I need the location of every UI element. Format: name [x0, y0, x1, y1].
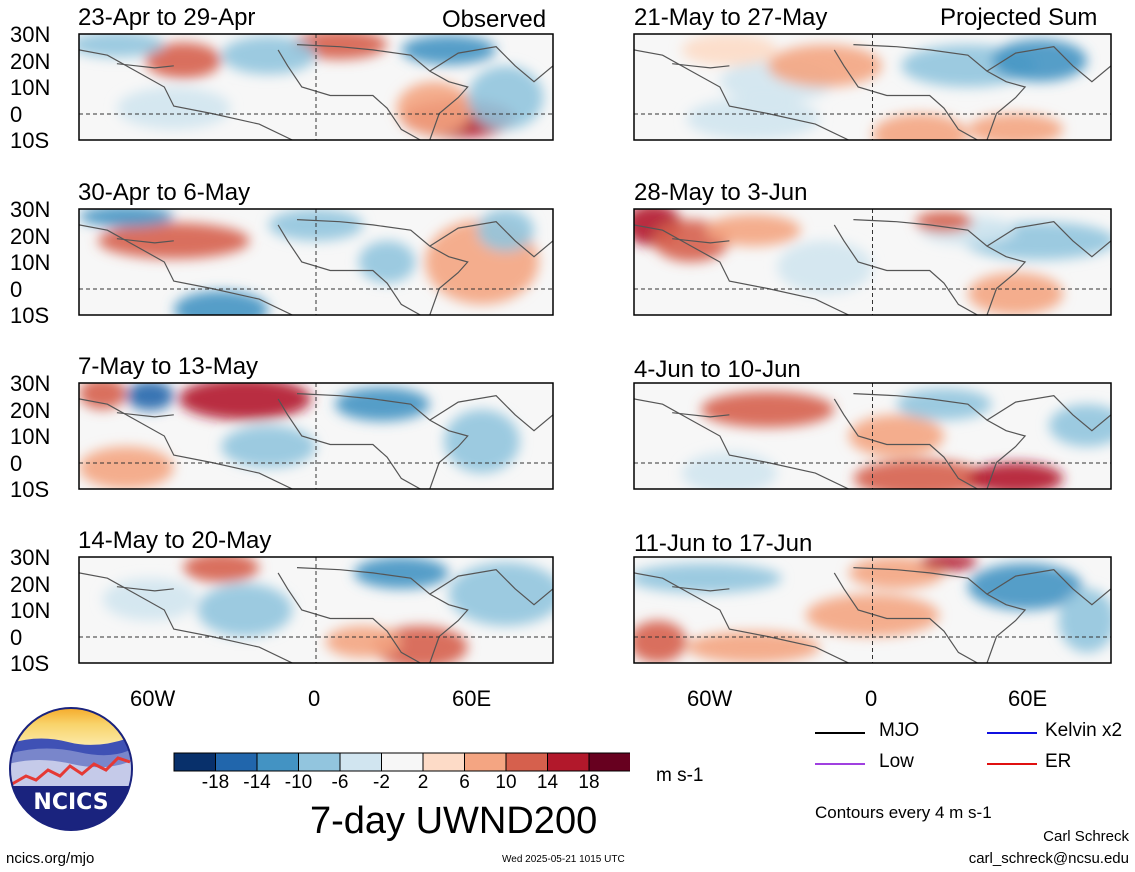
legend-line-low: [815, 763, 865, 765]
legend-label-mjo: MJO: [879, 720, 920, 741]
footer-url[interactable]: ncics.org/mjo: [6, 850, 95, 867]
map-frame: [633, 33, 1112, 141]
colorbar-label: 6: [459, 772, 470, 793]
lat-label: 20N: [10, 398, 51, 423]
lat-label: 10N: [10, 424, 51, 449]
colorbar-swatch: [381, 752, 424, 772]
map-panel: [634, 34, 1111, 140]
map-frame: [633, 382, 1112, 490]
main-title: 7-day UWND200: [310, 800, 598, 842]
panel-title-projected-3: 4-Jun to 10-Jun: [634, 356, 801, 383]
map-frame: [78, 33, 554, 141]
footer-timestamp: Wed 2025-05-21 1015 UTC: [502, 854, 625, 865]
legend-line-kelvin: [987, 732, 1037, 734]
panel-title-projected-4: 11-Jun to 17-Jun: [634, 530, 813, 557]
map-panel: [79, 34, 553, 140]
lon-label-0-left: 0: [308, 686, 321, 711]
map-frame: [633, 208, 1112, 316]
map-panel: [634, 383, 1111, 489]
lon-label-0-right: 0: [865, 686, 878, 711]
colorbar-swatch: [547, 752, 590, 772]
map-frame: [78, 382, 554, 490]
panel-title-projected-2: 28-May to 3-Jun: [634, 179, 808, 206]
map-panel: [79, 383, 553, 489]
colorbar-swatch: [215, 752, 258, 772]
lat-label: 30N: [10, 22, 51, 47]
panel-title-observed-3: 7-May to 13-May: [78, 353, 259, 380]
panel-title-observed-4: 14-May to 20-May: [78, 527, 272, 554]
lat-label: 20N: [10, 49, 51, 74]
colorbar-label: -10: [284, 772, 313, 793]
lat-label: 20N: [10, 224, 51, 249]
colorbar-swatch: [505, 752, 548, 772]
colorbar-label: -14: [243, 772, 271, 793]
legend-label-kelvin: Kelvin x2: [1045, 720, 1123, 741]
colorbar-units: m s-1: [656, 765, 704, 786]
map-panels: [78, 33, 1112, 664]
colorbar-label: 14: [536, 772, 559, 793]
lat-label: 0: [10, 625, 23, 650]
map-panel: [79, 209, 553, 315]
lat-label: 10N: [10, 250, 51, 275]
panel-title-observed-1: 23-Apr to 29-Apr: [78, 4, 256, 31]
colorbar-label: -6: [331, 772, 349, 793]
colorbar-swatch: [588, 752, 630, 772]
legend: MJO Kelvin x2 Low ER: [815, 720, 1135, 780]
footer-email[interactable]: carl_schreck@ncsu.edu: [968, 850, 1129, 867]
colorbar-label: 10: [495, 772, 517, 793]
lat-label: 10S: [10, 303, 50, 328]
legend-label-low: Low: [879, 751, 914, 772]
legend-line-er: [987, 763, 1037, 765]
map-frame: [633, 556, 1112, 664]
contours-note: Contours every 4 m s-1: [815, 803, 992, 822]
colorbar-label: 2: [417, 772, 429, 793]
lat-label: 30N: [10, 545, 51, 570]
lon-label-60w-right: 60W: [687, 686, 733, 711]
lat-label: 0: [10, 451, 23, 476]
colorbar-swatch: [422, 752, 465, 772]
lat-label: 10N: [10, 75, 51, 100]
panel-title-projected-1: 21-May to 27-May: [634, 4, 828, 31]
map-frame: [78, 208, 554, 316]
lat-label: 30N: [10, 197, 51, 222]
logo-text: NCICS: [33, 790, 108, 815]
colorbar-swatch: [339, 752, 382, 772]
colorbar: [173, 752, 630, 772]
projected-header: Projected Sum: [940, 4, 1098, 31]
colorbar-swatch: [256, 752, 299, 772]
colorbar-swatch: [298, 752, 341, 772]
lon-label-60e-left: 60E: [452, 686, 492, 711]
map-panel: [79, 557, 553, 663]
lat-label: 30N: [10, 371, 51, 396]
lat-label: 10N: [10, 598, 51, 623]
observed-header: Observed: [442, 6, 547, 33]
lon-label-60e-right: 60E: [1008, 686, 1048, 711]
lat-label: 10S: [10, 128, 50, 153]
colorbar-label: -2: [373, 772, 390, 793]
colorbar-swatch: [464, 752, 507, 772]
map-panel: [634, 209, 1111, 315]
ncics-logo-icon: NCICS: [9, 707, 133, 831]
panel-title-observed-2: 30-Apr to 6-May: [78, 179, 251, 206]
lat-label: 20N: [10, 572, 51, 597]
lat-label: 0: [10, 277, 23, 302]
colorbar-label: 18: [578, 772, 600, 793]
colorbar-swatch: [173, 752, 216, 772]
map-frame: [78, 556, 554, 664]
lat-label: 10S: [10, 477, 50, 502]
legend-line-mjo: [815, 732, 865, 734]
map-panel: [634, 557, 1111, 663]
footer-author: Carl Schreck: [1043, 828, 1129, 845]
lat-label: 0: [10, 102, 23, 127]
ncics-logo: NCICS: [8, 706, 134, 832]
lon-label-60w-left: 60W: [130, 686, 176, 711]
colorbar-label: -18: [201, 772, 230, 793]
legend-label-er: ER: [1045, 751, 1072, 772]
lat-label: 10S: [10, 651, 50, 676]
